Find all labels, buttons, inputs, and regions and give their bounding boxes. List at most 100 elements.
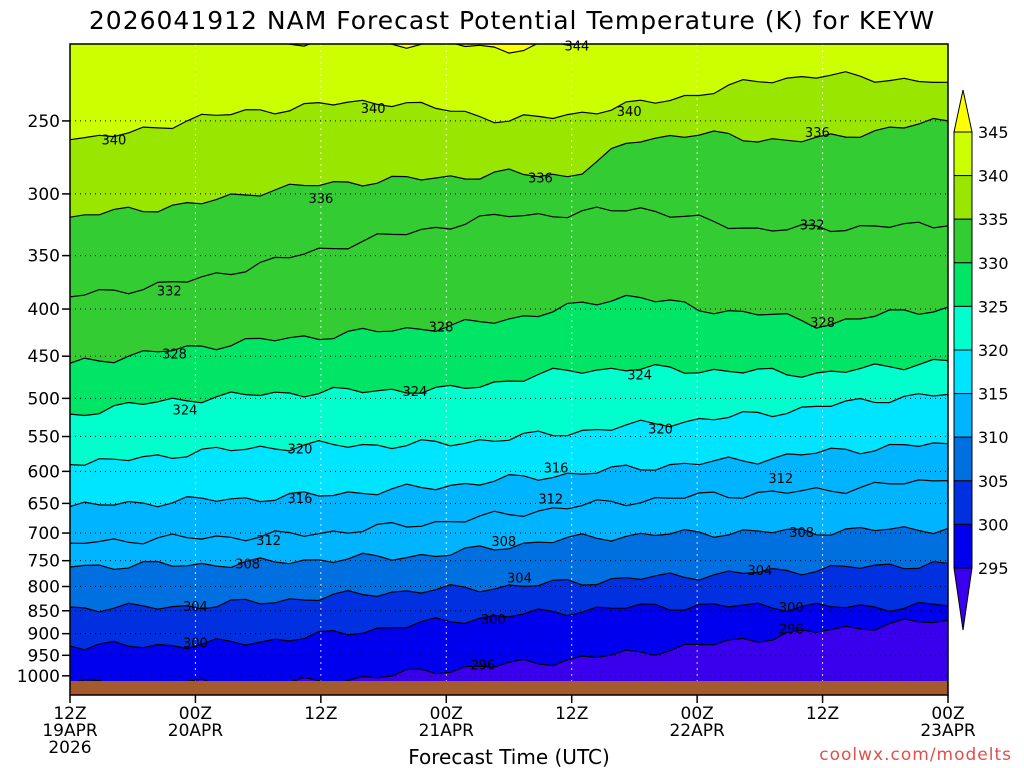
x-tick-label: 20APR [168, 721, 224, 741]
contour-label: 344 [565, 39, 590, 54]
y-tick-label: 600 [28, 462, 60, 482]
isentrope-296 [77, 618, 948, 681]
isentrope-344 [186, 44, 627, 54]
colorbar-segment [953, 131, 973, 177]
isentrope-340 [70, 71, 948, 141]
y-tick-label: 400 [28, 300, 60, 320]
x-tick-label: 2026 [48, 738, 91, 758]
chart-title: 2026041912 NAM Forecast Potential Temper… [89, 6, 935, 35]
colorbar-label: 340 [978, 167, 1009, 186]
contour-label: 296 [470, 658, 495, 673]
contour-label: 340 [617, 105, 642, 120]
x-tick-label: 22APR [669, 721, 725, 741]
contour-label: 304 [507, 571, 532, 586]
x-tick-label: 12Z [806, 704, 839, 724]
contour-label: 304 [183, 600, 208, 615]
contour-label: 328 [810, 316, 835, 331]
contour-label: 328 [429, 321, 454, 336]
x-tick-label: 12Z [555, 704, 588, 724]
colorbar-label: 330 [978, 254, 1009, 273]
contour-labels: 344 340 340 340 336 336 336 332 332 328 328 328 324 3… [101, 39, 834, 673]
contour-label: 316 [544, 461, 569, 476]
band-324 [70, 359, 948, 466]
y-tick-label: 900 [28, 625, 60, 645]
band-304 [70, 561, 948, 650]
contour-label: 332 [800, 219, 825, 234]
contour-label: 308 [789, 526, 814, 541]
isentrope-336 [70, 117, 948, 218]
contour-label: 308 [235, 557, 260, 572]
isentrope-300 [70, 601, 948, 651]
y-tick-label: 700 [28, 524, 60, 544]
isentrope-308 [70, 526, 948, 570]
y-tick-label: 800 [28, 578, 60, 598]
contour-label: 328 [162, 348, 187, 363]
isentrope-328 [70, 294, 948, 364]
temperature-bands [70, 44, 948, 681]
colorbar-label: 310 [978, 428, 1009, 447]
band-332 [70, 207, 948, 364]
band-296 [80, 618, 948, 681]
colorbar-segment [953, 218, 973, 264]
colorbar-label: 335 [978, 210, 1009, 229]
contour-label: 324 [403, 385, 428, 400]
isentrope-316 [70, 442, 948, 508]
y-tick-label: 850 [28, 602, 60, 622]
contour-label: 340 [361, 102, 386, 117]
colorbar-label: 300 [978, 515, 1009, 534]
contour-label: 300 [481, 613, 506, 628]
contour-label: 320 [648, 422, 673, 437]
band-336 [70, 118, 948, 297]
contour-label: 300 [779, 601, 804, 616]
band-316 [70, 442, 948, 544]
y-axis: 250 300 350 400 450 500 550 600 650 700 750 800 850 9… [17, 112, 70, 687]
colorbar-label: 315 [978, 385, 1009, 404]
colorbar-label: 295 [978, 559, 1009, 578]
x-tick-label: 19APR [42, 721, 98, 741]
x-tick-label: 00Z [681, 704, 714, 724]
contour-label: 336 [308, 192, 333, 207]
contour-label: 340 [101, 134, 126, 149]
y-tick-label: 650 [28, 494, 60, 514]
y-tick-label: 1000 [17, 667, 60, 687]
y-tick-label: 750 [28, 552, 60, 572]
band-312 [70, 479, 948, 570]
band-308 [70, 526, 948, 612]
colorbar-segment [953, 523, 973, 569]
y-tick-label: 950 [28, 646, 60, 666]
x-tick-label: 00Z [430, 704, 463, 724]
contour-label: 312 [538, 492, 563, 507]
isentrope-304 [70, 560, 948, 613]
contour-label: 336 [528, 172, 553, 187]
contour-label: 316 [288, 492, 313, 507]
contour-label: 308 [491, 535, 516, 550]
contour-label: 296 [779, 622, 804, 637]
x-tick-label: 12Z [53, 704, 86, 724]
ground-strip [70, 681, 948, 695]
x-tick-label: 23APR [920, 721, 976, 741]
colorbar-label: 325 [978, 297, 1009, 316]
colorbar-bottom-arrow [953, 567, 973, 631]
colorbar: 345 340 335 330 325 320 315 310 305 300 295 [953, 89, 1009, 631]
isentrope-320 [70, 393, 948, 466]
colorbar-label: 305 [978, 472, 1009, 491]
colorbar-segment [953, 436, 973, 482]
y-tick-label: 550 [28, 428, 60, 448]
x-tick-label: 00Z [179, 704, 212, 724]
grid-lines [70, 44, 948, 681]
contour-label: 332 [157, 285, 182, 300]
x-axis-label: Forecast Time (UTC) [408, 745, 610, 768]
colorbar-segment [953, 349, 973, 395]
colorbar-segment [953, 175, 973, 220]
y-tick-label: 300 [28, 185, 60, 205]
y-tick-label: 250 [28, 112, 60, 132]
contour-label: 300 [183, 636, 208, 651]
y-tick-label: 450 [28, 347, 60, 367]
isentrope-324 [70, 358, 948, 417]
contour-label: 324 [627, 368, 652, 383]
band-300 [70, 602, 948, 681]
contour-label: 304 [747, 564, 772, 579]
credit-text: coolwx.com/modelts [819, 745, 1012, 765]
plot-frame [69, 43, 949, 696]
isentrope-contours [70, 44, 948, 681]
